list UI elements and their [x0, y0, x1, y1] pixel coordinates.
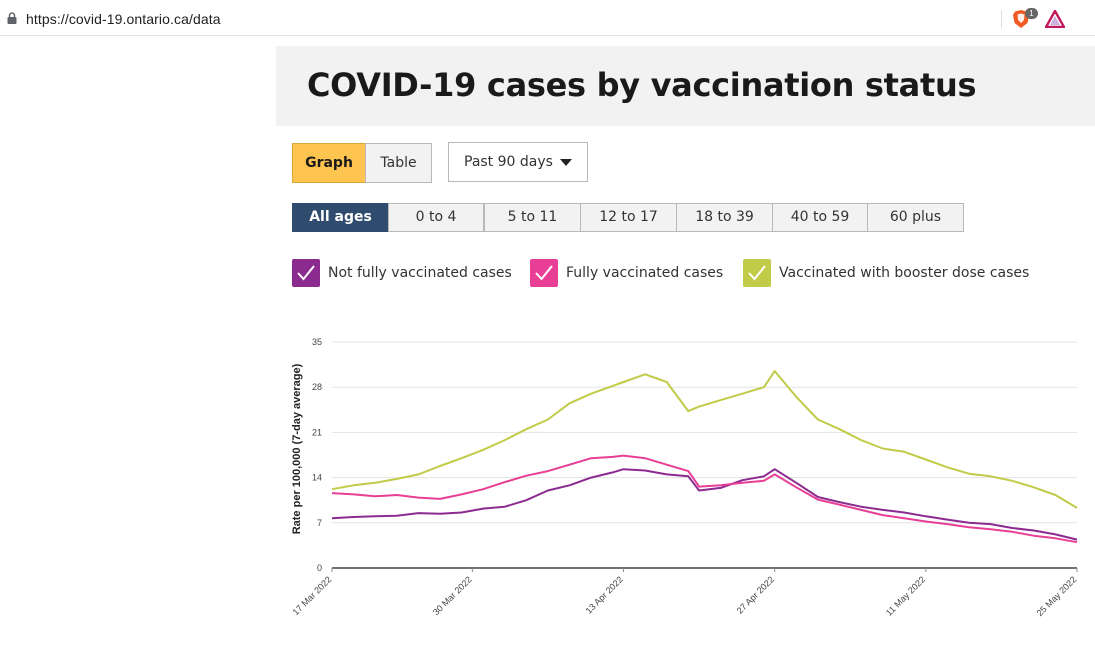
legend-booster-dose[interactable]: Vaccinated with booster dose cases [743, 259, 1029, 288]
x-tick-label: 13 Apr 2022 [584, 574, 625, 615]
y-tick-label: 28 [312, 382, 322, 392]
age-tab-0-to-4[interactable]: 0 to 4 [388, 203, 484, 232]
lock-icon[interactable] [7, 12, 17, 24]
x-tick-label: 11 May 2022 [884, 574, 927, 617]
page-title: COVID-19 cases by vaccination status [307, 66, 977, 104]
x-tick-label: 17 Mar 2022 [291, 574, 334, 617]
time-range-value: Past 90 days [464, 154, 553, 170]
toolbar-divider [1001, 10, 1002, 28]
age-tab-40-to-59[interactable]: 40 to 59 [772, 203, 868, 232]
x-tick-label: 25 May 2022 [1035, 574, 1079, 618]
legend-label: Vaccinated with booster dose cases [779, 265, 1030, 281]
shield-count-badge: 1 [1025, 8, 1038, 19]
chart-series [331, 370, 1078, 544]
browser-toolbar: https://covid-19.ontario.ca/data 1 [0, 0, 1095, 36]
legend-label: Not fully vaccinated cases [328, 265, 512, 281]
y-axis-label: Rate per 100,000 (7-day average) [291, 363, 303, 534]
check-icon [748, 265, 766, 281]
page-header: COVID-19 cases by vaccination status [276, 46, 1095, 126]
x-tick-label: 27 Apr 2022 [735, 574, 776, 615]
age-tab-18-to-39[interactable]: 18 to 39 [676, 203, 773, 232]
legend-fully-vaccinated[interactable]: Fully vaccinated cases [530, 259, 723, 288]
time-range-select[interactable]: Past 90 days [448, 142, 588, 182]
graph-view-button[interactable]: Graph [292, 143, 366, 183]
x-tick-label: 30 Mar 2022 [431, 574, 474, 617]
checkbox-not-fully-vaccinated[interactable] [292, 259, 320, 287]
address-bar[interactable]: https://covid-19.ontario.ca/data 1 [0, 2, 1074, 33]
y-tick-label: 7 [317, 518, 322, 528]
brave-rewards-icon[interactable] [1045, 10, 1065, 28]
legend-not-fully-vaccinated[interactable]: Not fully vaccinated cases [292, 259, 512, 288]
table-view-button[interactable]: Table [365, 143, 432, 183]
series-line-not-fully-vaccinated [331, 468, 1078, 541]
age-tab-all-ages[interactable]: All ages [292, 203, 389, 232]
series-line-booster-dose [331, 370, 1078, 509]
age-tab-12-to-17[interactable]: 12 to 17 [580, 203, 677, 232]
checkbox-fully-vaccinated[interactable] [530, 259, 558, 287]
check-icon [297, 265, 315, 281]
y-tick-label: 21 [312, 427, 322, 437]
url-text[interactable]: https://covid-19.ontario.ca/data [26, 11, 221, 27]
chevron-down-icon [560, 159, 572, 166]
age-tab-60-plus[interactable]: 60 plus [867, 203, 964, 232]
y-tick-label: 14 [312, 473, 322, 483]
cases-line-chart: 0 7 14 21 28 35 17 Mar 2022 30 Mar 2022 13 Apr 2… [291, 337, 1079, 618]
series-line-fully-vaccinated [331, 454, 1078, 544]
age-tab-5-to-11[interactable]: 5 to 11 [484, 203, 581, 232]
y-tick-label: 0 [317, 563, 322, 573]
chart-gridlines [332, 341, 1077, 524]
legend-label: Fully vaccinated cases [566, 265, 724, 281]
y-tick-label: 35 [312, 337, 322, 347]
check-icon [535, 265, 553, 281]
checkbox-booster-dose[interactable] [743, 259, 771, 287]
